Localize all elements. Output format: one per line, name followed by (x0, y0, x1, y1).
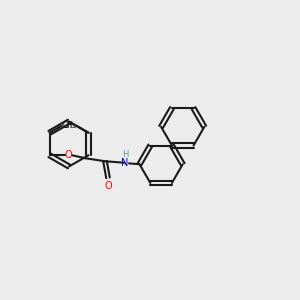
Text: H: H (122, 150, 128, 159)
Text: N: N (122, 158, 129, 168)
Text: O: O (65, 150, 72, 160)
Text: CH₃: CH₃ (61, 122, 76, 130)
Text: CH₃: CH₃ (62, 122, 76, 130)
Text: O: O (105, 181, 112, 191)
